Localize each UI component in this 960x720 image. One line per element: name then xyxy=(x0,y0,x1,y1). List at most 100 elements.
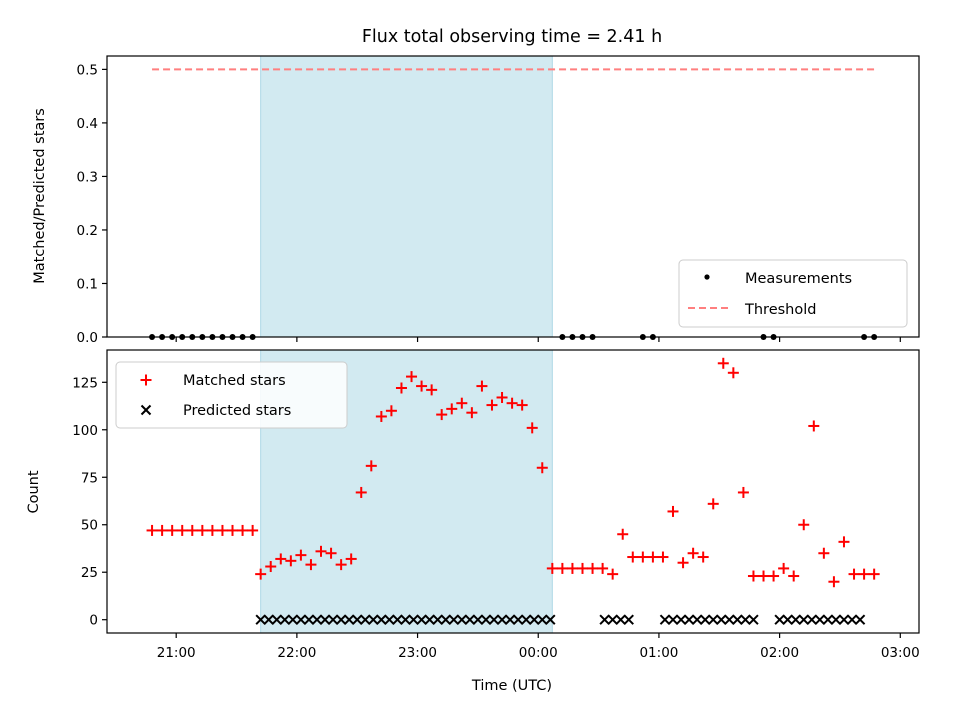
matched-star-point xyxy=(305,559,317,571)
matched-star-point xyxy=(697,551,709,563)
predicted-star-point xyxy=(335,614,347,625)
predicted-star-point xyxy=(408,614,419,625)
legend-measurements-marker xyxy=(704,274,710,280)
predicted-star-point xyxy=(708,614,719,625)
predicted-star-point xyxy=(319,614,331,625)
shaded-observing-span xyxy=(260,55,553,338)
predicted-star-point xyxy=(295,614,307,625)
y-tick-label: 0.5 xyxy=(77,62,98,78)
predicted-star-point xyxy=(464,614,476,625)
predicted-star-point xyxy=(748,614,759,625)
matched-star-point xyxy=(858,568,870,580)
matched-star-point xyxy=(156,524,168,536)
bottom-y-axis-label: Count xyxy=(26,470,42,513)
predicted-star-point xyxy=(854,614,866,625)
matched-star-point xyxy=(838,536,850,548)
matched-star-point xyxy=(476,380,488,392)
series-matched-stars xyxy=(146,357,880,588)
predicted-star-point xyxy=(255,614,266,625)
matched-star-point xyxy=(556,562,568,574)
matched-star-point xyxy=(406,371,418,383)
matched-star-point xyxy=(146,524,158,536)
matched-star-point xyxy=(758,570,770,582)
legend-matched-marker xyxy=(140,374,152,386)
x-tick-label: 01:00 xyxy=(639,645,678,661)
matched-star-point xyxy=(657,551,669,563)
predicted-star-point xyxy=(392,614,403,625)
top-legend: Measurements Threshold xyxy=(678,259,908,328)
predicted-star-point xyxy=(814,614,826,625)
predicted-star-point xyxy=(287,614,299,625)
predicted-star-point xyxy=(368,614,379,625)
matched-star-point xyxy=(576,562,588,574)
predicted-star-point xyxy=(724,614,735,625)
predicted-star-point xyxy=(675,614,687,625)
matched-star-point xyxy=(186,524,198,536)
matched-star-point xyxy=(506,397,518,409)
predicted-star-point xyxy=(545,614,556,625)
predicted-star-point xyxy=(512,614,524,625)
predicted-star-point xyxy=(699,614,711,625)
predicted-star-point xyxy=(607,614,618,625)
predicted-star-point xyxy=(537,614,548,625)
predicted-star-point xyxy=(504,614,516,625)
matched-star-point xyxy=(546,562,558,574)
matched-star-point xyxy=(466,407,478,419)
matched-star-point xyxy=(747,570,759,582)
matched-star-point xyxy=(416,380,428,392)
matched-star-point xyxy=(798,519,810,531)
matched-star-point xyxy=(737,486,749,498)
y-tick-label: 75 xyxy=(81,470,98,486)
legend-matched-label: Matched stars xyxy=(183,373,286,389)
predicted-star-point xyxy=(496,614,508,625)
matched-star-point xyxy=(607,568,619,580)
predicted-star-point xyxy=(416,614,427,625)
matched-star-point xyxy=(597,562,609,574)
matched-star-point xyxy=(868,568,880,580)
predicted-star-point xyxy=(782,614,793,625)
matched-star-point xyxy=(516,399,528,411)
x-tick-label: 00:00 xyxy=(519,645,558,661)
predicted-star-point xyxy=(488,614,500,625)
matched-star-point xyxy=(778,562,790,574)
predicted-star-point xyxy=(838,614,850,625)
y-tick-label: 100 xyxy=(72,423,98,439)
predicted-star-point xyxy=(384,614,395,625)
predicted-star-point xyxy=(271,614,282,625)
matched-star-point xyxy=(265,561,277,573)
predicted-star-point xyxy=(327,614,339,625)
matched-star-point xyxy=(315,545,327,557)
matched-star-point xyxy=(436,409,448,421)
matched-star-point xyxy=(227,524,239,536)
predicted-star-point xyxy=(683,614,695,625)
y-tick-label: 0.2 xyxy=(77,223,98,239)
predicted-star-point xyxy=(846,614,858,625)
matched-star-point xyxy=(677,557,689,569)
matched-star-point xyxy=(395,382,407,394)
bottom-legend-box xyxy=(115,361,348,429)
top-panel: 0.0 0.1 0.2 0.3 0.4 0.5 Measurements Threshold xyxy=(77,55,920,346)
matched-star-point xyxy=(176,524,188,536)
matched-star-point xyxy=(587,562,599,574)
matched-star-point xyxy=(345,553,357,565)
predicted-star-point xyxy=(376,614,387,625)
y-tick-label: 0.0 xyxy=(77,330,98,346)
matched-star-point xyxy=(808,420,820,432)
y-tick-label: 0 xyxy=(89,613,98,629)
predicted-star-point xyxy=(774,614,785,625)
matched-star-point xyxy=(216,524,228,536)
matched-star-point xyxy=(707,498,719,510)
predicted-star-point xyxy=(822,614,834,625)
matched-star-point xyxy=(496,391,508,403)
predicted-star-point xyxy=(691,614,703,625)
predicted-star-point xyxy=(480,614,492,625)
matched-star-point xyxy=(456,397,468,409)
x-tick-label: 03:00 xyxy=(881,645,920,661)
matched-star-point xyxy=(247,524,259,536)
matched-star-point xyxy=(768,570,780,582)
predicted-star-point xyxy=(360,614,371,625)
predicted-star-point xyxy=(263,614,274,625)
predicted-star-point xyxy=(790,614,801,625)
x-tick-label: 23:00 xyxy=(398,645,437,661)
matched-star-point xyxy=(526,422,538,434)
